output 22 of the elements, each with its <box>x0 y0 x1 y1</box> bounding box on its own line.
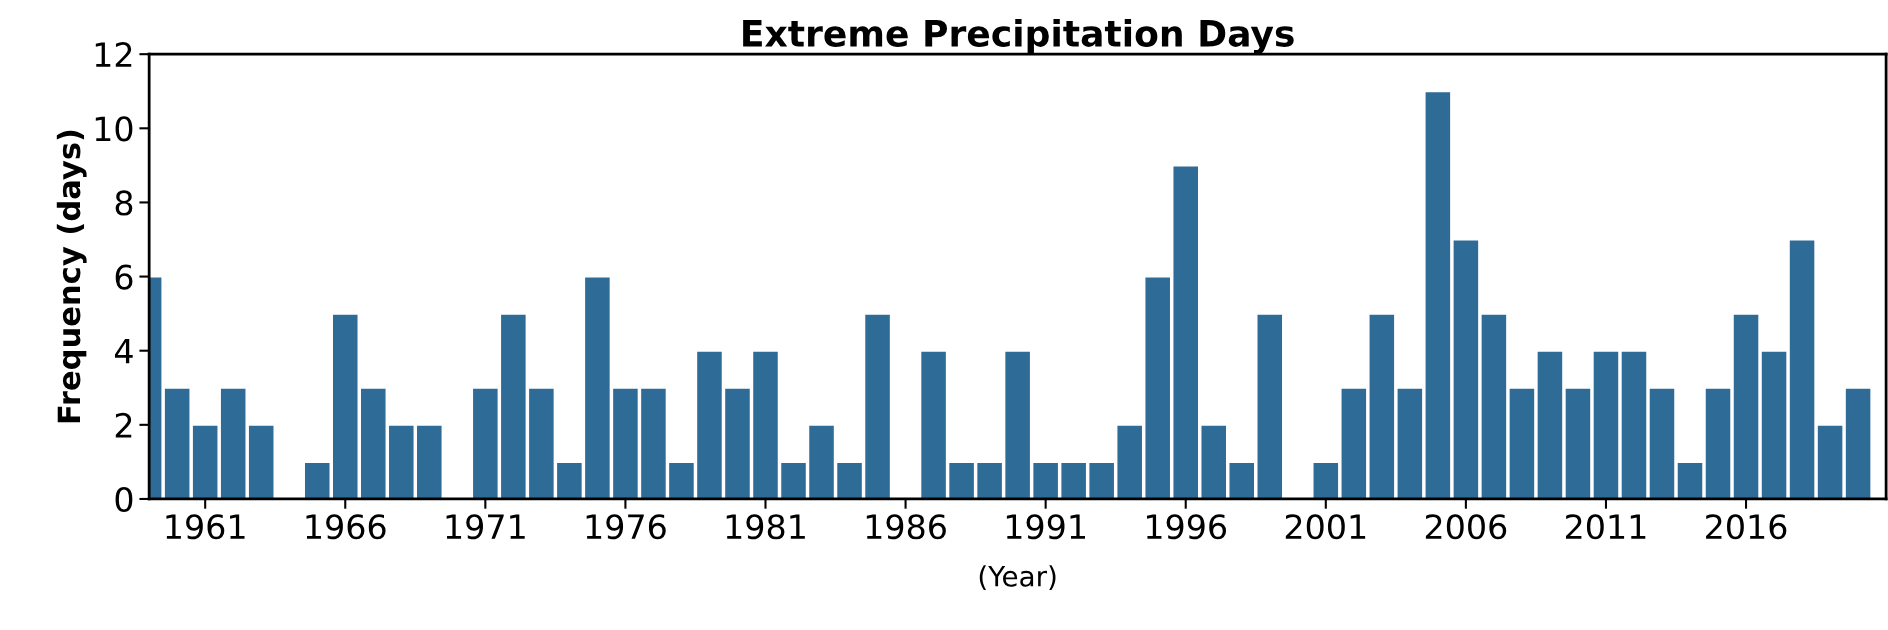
x-tick-label: 1991 <box>1006 514 1085 540</box>
x-tick-label: 1996 <box>1146 514 1227 540</box>
x-axis-title: (Year) <box>979 565 1056 591</box>
x-tick-label: 2016 <box>1706 514 1787 540</box>
x-tick-label: 1961 <box>166 514 245 540</box>
y-axis-title: Frequency (days) <box>56 130 87 423</box>
y-tick-label: 6 <box>115 264 133 290</box>
x-tick-label: 2011 <box>1565 514 1646 540</box>
x-tick-label: 1986 <box>866 514 946 540</box>
x-tick-label: 1971 <box>446 514 525 540</box>
x-tick-label: 1966 <box>306 514 386 540</box>
y-tick-label: 4 <box>114 339 133 364</box>
y-tick-label: 10 <box>95 116 133 142</box>
x-tick-label: 2006 <box>1425 514 1507 540</box>
y-tick-label: 2 <box>115 412 132 438</box>
y-tick-label: 12 <box>95 42 132 67</box>
chart-title: Extreme Precipitation Days <box>743 18 1294 55</box>
x-tick-label: 1976 <box>586 514 666 540</box>
y-tick-label: 0 <box>115 486 133 513</box>
x-tick-label: 2001 <box>1285 514 1366 540</box>
x-tick-label: 1981 <box>726 514 805 540</box>
y-tick-label: 8 <box>115 190 133 216</box>
